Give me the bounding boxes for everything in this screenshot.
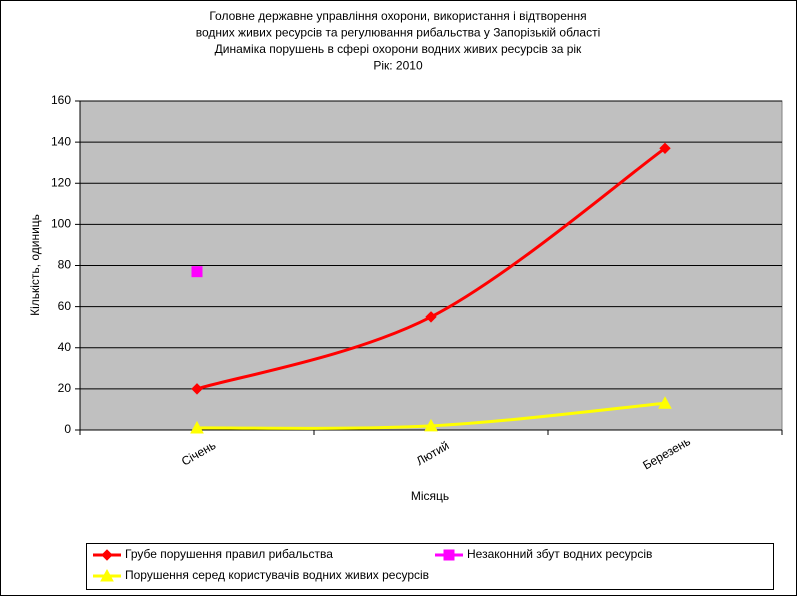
chart-title: Динаміка порушень в сфері охорони водних… <box>215 42 582 56</box>
y-tick-label: 40 <box>58 340 72 354</box>
legend-label: Грубе порушення правил рибальства <box>125 547 333 561</box>
legend <box>86 543 774 590</box>
y-tick-label: 120 <box>51 175 71 189</box>
y-tick-label: 60 <box>58 299 72 313</box>
legend-label: Порушення серед користувачів водних живи… <box>125 568 429 582</box>
data-point <box>425 311 437 323</box>
y-tick-label: 20 <box>58 381 72 395</box>
legend-marker <box>443 549 455 561</box>
chart-title: Головне державне управління охорони, вик… <box>209 9 586 23</box>
data-point <box>191 383 203 395</box>
y-tick-label: 80 <box>58 258 72 272</box>
y-tick-label: 140 <box>51 134 71 148</box>
chart-title: Рік: 2010 <box>373 59 423 73</box>
y-tick-label: 100 <box>51 217 71 231</box>
data-point <box>191 266 203 278</box>
data-point <box>424 418 438 432</box>
chart-title: водних живих ресурсів та регулювання риб… <box>196 26 601 40</box>
data-point <box>658 396 672 409</box>
legend-marker <box>100 568 114 582</box>
y-tick-label: 0 <box>64 422 71 436</box>
y-axis-label: Кількість, одиниць <box>28 214 42 316</box>
legend-marker <box>101 549 113 561</box>
y-tick-label: 160 <box>51 93 71 107</box>
legend-label: Незаконний збут водних ресурсів <box>467 547 652 561</box>
data-point <box>190 420 204 434</box>
x-axis-label: Місяць <box>411 489 449 503</box>
data-point <box>659 142 671 155</box>
